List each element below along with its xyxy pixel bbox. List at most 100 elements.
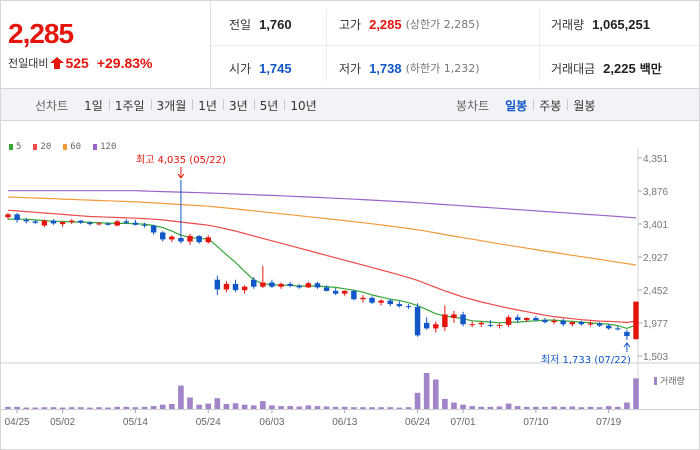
candle-body	[569, 322, 576, 325]
candle-chart-label: 봉차트	[456, 98, 490, 113]
tab-1y[interactable]: 1년	[192, 97, 223, 114]
volume-bar	[624, 402, 630, 409]
volume-bar	[260, 401, 266, 409]
volume-bar	[332, 406, 339, 409]
candle-body	[178, 238, 184, 242]
candle-body	[251, 279, 257, 287]
candle-body	[314, 283, 321, 288]
tab-10y[interactable]: 10년	[284, 97, 322, 114]
y-tick-label: 1,977	[643, 319, 668, 330]
tab-3y[interactable]: 3년	[222, 97, 254, 114]
volume-bar	[314, 406, 321, 409]
ma60-line	[7, 196, 637, 266]
candle-body	[78, 220, 84, 223]
volume-bar	[414, 392, 421, 409]
candle-body	[478, 322, 485, 325]
legend-ma60: 60	[63, 142, 81, 152]
tab-5y[interactable]: 5년	[253, 97, 285, 114]
volume-bar	[551, 406, 557, 409]
candle-body	[524, 317, 530, 321]
candle-body	[560, 320, 566, 325]
col-divider	[326, 9, 327, 81]
candle-body	[278, 283, 284, 287]
low-price: 저가 1,738 (하한가 1,232)	[339, 58, 480, 78]
candle-body	[351, 290, 357, 300]
candle-body	[287, 283, 293, 286]
high-arrowhead-icon	[177, 173, 185, 179]
legend-ma5: 5	[9, 142, 21, 152]
tab-3m[interactable]: 3개월	[150, 97, 193, 114]
candle-body	[141, 224, 148, 226]
volume-bar	[378, 407, 384, 409]
candle-body	[68, 220, 75, 223]
tab-weekly[interactable]: 주봉	[533, 97, 567, 114]
volume-bar	[50, 407, 57, 409]
candle-body	[105, 223, 111, 225]
trade-value-label: 거래대금	[551, 61, 596, 76]
volume-label: 거래량	[551, 17, 585, 32]
current-price: 2,285	[8, 18, 74, 49]
x-tick-label: 07/01	[451, 417, 476, 428]
candle-body	[396, 304, 403, 307]
legend-swatch	[63, 144, 68, 150]
volume-bar	[596, 407, 603, 409]
candle-body	[323, 287, 330, 291]
volume-bar	[32, 407, 39, 409]
line-chart-tabs: 선차트 1일 1주일 3개월 1년 3년 5년 10년	[35, 89, 323, 121]
candle-body	[50, 220, 57, 224]
col-divider	[539, 9, 540, 81]
lower-limit: (하한가 1,232)	[405, 62, 480, 75]
candle-body	[387, 300, 393, 305]
row-divider	[211, 45, 699, 46]
candle-body	[269, 282, 275, 287]
volume-bar	[205, 403, 212, 409]
volume-bar	[77, 407, 84, 409]
ma5-line	[8, 218, 637, 330]
volume-bar	[496, 406, 503, 409]
candle-body	[114, 221, 120, 226]
prev-close-value: 1,760	[259, 16, 292, 32]
volume-bar	[23, 407, 30, 409]
change-amount: 525	[65, 55, 89, 71]
volume-bar	[123, 406, 130, 409]
tab-daily[interactable]: 일봉	[505, 98, 528, 113]
candle-body	[369, 297, 375, 303]
candle-body	[14, 214, 20, 220]
candle-body	[59, 222, 66, 225]
tab-1w[interactable]: 1주일	[108, 97, 151, 114]
candle-body	[196, 235, 202, 243]
candle-body	[469, 324, 475, 326]
candle-body	[360, 297, 366, 300]
trade-value-value: 2,225	[603, 60, 636, 76]
candle-body	[296, 285, 302, 288]
low-label: 저가	[339, 61, 362, 76]
volume-bar	[569, 406, 576, 409]
volume-bar	[514, 406, 521, 409]
candle-body	[423, 322, 430, 329]
candle-body	[342, 290, 348, 294]
x-tick-label: 06/13	[332, 417, 357, 428]
high-price: 고가 2,285 (상한가 2,285)	[339, 14, 480, 34]
tab-1d[interactable]: 1일	[84, 98, 103, 113]
volume-bar	[159, 404, 166, 409]
candle-body	[214, 279, 221, 290]
x-tick-label: 06/03	[259, 417, 284, 428]
candle-body	[596, 323, 603, 326]
candle-body	[223, 283, 230, 290]
volume-bar	[232, 403, 239, 409]
tab-monthly[interactable]: 월봉	[567, 97, 601, 114]
volume-bar	[451, 402, 457, 409]
candle-body	[378, 300, 384, 303]
volume-bar	[105, 407, 111, 409]
volume-bar	[369, 407, 375, 409]
volume-bar	[360, 407, 366, 409]
y-tick-label: 1,503	[643, 352, 668, 363]
legend-swatch	[93, 144, 98, 150]
candle-body	[542, 320, 548, 323]
volume-bar	[323, 406, 330, 409]
ma-legend: 5 20 60 120	[9, 142, 128, 152]
x-tick-label: 06/24	[405, 417, 430, 428]
y-tick-label: 3,401	[643, 220, 668, 231]
candle-body	[514, 317, 521, 321]
